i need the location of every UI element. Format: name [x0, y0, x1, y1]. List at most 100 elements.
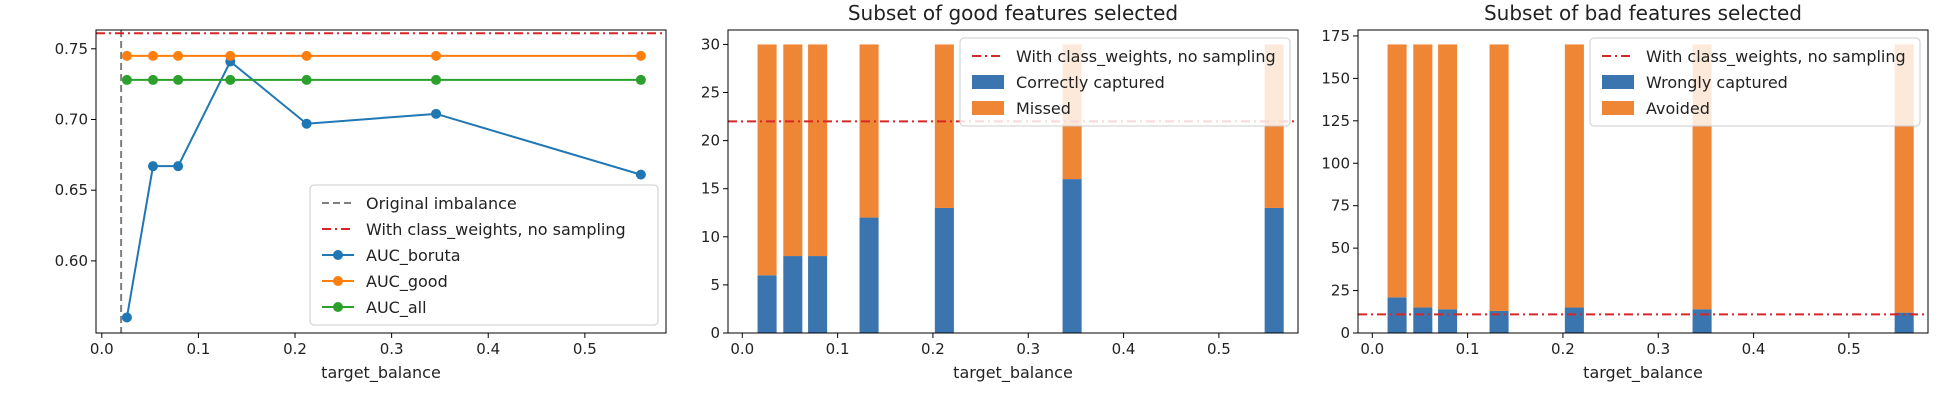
y-tick-label: 5	[710, 276, 720, 294]
axes-frame	[727, 29, 1299, 334]
x-tick-label: 0.1	[826, 340, 850, 358]
y-tick-label: 10	[701, 228, 720, 246]
data-point-auc_good	[431, 50, 442, 61]
x-tick-label: 0.4	[1112, 340, 1136, 358]
x-axis-label: target_balance	[321, 363, 441, 383]
data-point-auc_boruta	[148, 161, 158, 172]
x-tick-label: 0.5	[1837, 340, 1861, 358]
legend-patch	[972, 101, 1004, 115]
bar-wrongly-captured	[1564, 307, 1584, 333]
data-point-auc_all	[173, 74, 184, 85]
data-point-auc_all	[301, 74, 312, 85]
y-tick-label: 0.75	[55, 40, 88, 58]
bar-correctly-captured	[808, 256, 828, 333]
legend-label: Original imbalance	[366, 194, 517, 213]
legend-label: Missed	[1016, 99, 1071, 118]
bar-avoided	[1438, 44, 1458, 310]
y-tick-label: 25	[701, 84, 720, 102]
bar-wrongly-captured	[1489, 310, 1509, 333]
x-tick-label: 0.5	[1207, 340, 1231, 358]
bar-missed	[783, 44, 803, 257]
data-point-auc_boruta	[173, 161, 184, 172]
data-point-auc_good	[301, 50, 312, 61]
y-tick-label: 0.65	[55, 181, 88, 199]
legend-label: AUC_boruta	[366, 246, 461, 266]
y-tick-label: 15	[701, 180, 720, 198]
bar-correctly-captured	[783, 256, 803, 333]
legend-box	[309, 184, 659, 326]
bar-avoided	[1564, 44, 1584, 308]
data-point-auc_boruta	[635, 169, 646, 180]
legend: With class_weights, no sampling Wrongly c…	[1589, 37, 1921, 127]
bar-avoided	[1413, 44, 1433, 308]
legend-label: With class_weights, no sampling	[1646, 47, 1906, 67]
x-tick-label: 0.0	[1360, 340, 1384, 358]
y-tick-label: 0.60	[55, 252, 88, 270]
plot-area	[96, 30, 666, 333]
legend-label: Avoided	[1646, 99, 1710, 118]
data-point-auc_all	[121, 74, 132, 85]
data-point-auc_good	[148, 50, 158, 61]
bar-missed	[859, 44, 879, 218]
bar-wrongly-captured	[1413, 307, 1433, 333]
legend-box	[1589, 37, 1921, 127]
legend-marker	[333, 250, 343, 260]
legend-label: With class_weights, no sampling	[366, 220, 626, 240]
bar-wrongly-captured	[1894, 312, 1914, 333]
chart-title: Subset of good features selected	[848, 1, 1178, 25]
data-point-auc_all	[635, 74, 646, 85]
bar-correctly-captured	[934, 207, 954, 333]
legend-label: Correctly captured	[1016, 73, 1165, 92]
x-tick-label: 0.3	[1646, 340, 1670, 358]
chart-panel-2: Subset of good features selected 0.0 0.1 0.…	[701, 1, 1299, 383]
y-tick-label: 75	[1331, 197, 1350, 215]
y-tick-label: 100	[1321, 154, 1350, 172]
data-point-auc_boruta	[121, 312, 132, 323]
y-tick-label: 0	[710, 324, 720, 342]
legend-label: AUC_good	[366, 272, 448, 292]
y-tick-label: 25	[1331, 282, 1350, 300]
legend: With class_weights, no sampling Correctly…	[959, 37, 1291, 127]
axes-frame	[95, 29, 667, 334]
legend-patch	[972, 75, 1004, 89]
chart-title: Subset of bad features selected	[1484, 1, 1802, 25]
y-tick-label: 30	[701, 35, 720, 53]
data-point-auc_all	[225, 74, 236, 85]
y-tick-label: 0.70	[55, 111, 88, 129]
bar-correctly-captured	[757, 275, 777, 333]
y-tick-label: 125	[1321, 112, 1350, 130]
chart-panel-1: 0.0 0.1 0.2 0.3 0.4 0.5 0.60 0.65 0.70 0.75 target…	[55, 29, 667, 383]
legend-label: AUC_all	[366, 298, 427, 318]
bar-wrongly-captured	[1438, 309, 1458, 333]
x-tick-label: 0.0	[90, 340, 114, 358]
x-tick-label: 0.0	[730, 340, 754, 358]
legend-label: With class_weights, no sampling	[1016, 47, 1276, 67]
x-tick-label: 0.5	[573, 340, 597, 358]
legend-marker	[333, 302, 343, 312]
x-tick-label: 0.4	[1742, 340, 1766, 358]
bar-correctly-captured	[1062, 179, 1082, 333]
bar-missed	[757, 44, 777, 276]
x-tick-label: 0.1	[186, 340, 210, 358]
legend-label: Wrongly captured	[1646, 73, 1788, 92]
data-point-auc_good	[173, 50, 184, 61]
data-point-auc_good	[121, 50, 132, 61]
x-tick-label: 0.4	[476, 340, 500, 358]
bar-correctly-captured	[1264, 207, 1284, 333]
data-point-auc_good	[225, 50, 236, 61]
bar-missed	[808, 44, 828, 257]
data-point-auc_all	[148, 74, 158, 85]
data-point-auc_boruta	[301, 118, 312, 129]
bar-correctly-captured	[859, 217, 879, 333]
x-tick-label: 0.2	[921, 340, 945, 358]
bar-missed	[934, 44, 954, 208]
legend-box	[959, 37, 1291, 127]
x-tick-label: 0.2	[283, 340, 307, 358]
x-axis-label: target_balance	[953, 363, 1073, 383]
bar-avoided	[1489, 44, 1509, 311]
chart-panel-3: Subset of bad features selected 0.0 0.1 0.2…	[1321, 1, 1929, 383]
axes-frame	[1357, 29, 1929, 334]
bar-wrongly-captured	[1692, 309, 1712, 333]
